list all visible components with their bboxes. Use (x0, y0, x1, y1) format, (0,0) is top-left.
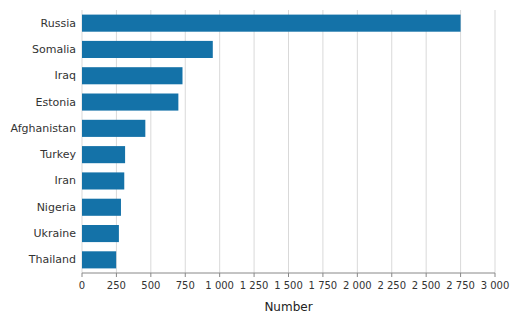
tick-label: 0 (79, 280, 85, 291)
category-label: Iran (55, 174, 77, 187)
tick-label: 750 (176, 280, 195, 291)
grid (82, 10, 495, 273)
grid-line (460, 10, 461, 273)
bars (82, 15, 461, 269)
grid-line (426, 10, 427, 273)
tick-label: 500 (141, 280, 160, 291)
tick-mark (391, 273, 392, 277)
bar (82, 199, 121, 216)
tick-mark (150, 273, 151, 277)
bar (82, 67, 182, 84)
tick-label: 2 000 (343, 280, 372, 291)
tick-mark (495, 273, 496, 277)
bar (82, 120, 145, 137)
bar (82, 251, 116, 268)
tick-mark (219, 273, 220, 277)
bar (82, 94, 178, 111)
tick-mark (116, 273, 117, 277)
bar (82, 225, 119, 242)
x-axis-label: Number (264, 300, 312, 314)
category-label: Ukraine (34, 227, 77, 240)
chart: 0 250 500 750 1 000 1 250 1 500 1 750 2 000 2 250… (0, 0, 511, 319)
x-axis: 0 250 500 750 1 000 1 250 1 500 1 750 2 000 2 250… (79, 273, 510, 291)
axis-line (82, 273, 495, 274)
grid-line (322, 10, 323, 273)
bar (82, 146, 125, 163)
tick-label: 1 750 (309, 280, 338, 291)
category-label: Somalia (32, 43, 76, 56)
tick-mark (288, 273, 289, 277)
tick-mark (460, 273, 461, 277)
tick-mark (185, 273, 186, 277)
grid-line (254, 10, 255, 273)
background (0, 0, 511, 319)
tick-label: 1 250 (240, 280, 269, 291)
tick-label: 3 000 (481, 280, 510, 291)
category-label: Thailand (28, 253, 76, 266)
tick-mark (82, 273, 83, 277)
tick-label: 1 000 (205, 280, 234, 291)
tick-mark (357, 273, 358, 277)
tick-label: 2 750 (446, 280, 475, 291)
bar (82, 41, 213, 58)
bar (82, 172, 124, 189)
grid-line (391, 10, 392, 273)
category-label: Russia (41, 17, 76, 30)
y-axis: Thailand Ukraine Nigeria Iran Turkey Afghanis… (11, 17, 77, 267)
chart-container: 0 250 500 750 1 000 1 250 1 500 1 750 2 000 2 250… (0, 0, 511, 319)
grid-line (219, 10, 220, 273)
grid-line (495, 10, 496, 273)
category-label: Turkey (39, 148, 76, 161)
bar (82, 15, 461, 32)
tick-mark (254, 273, 255, 277)
grid-line (357, 10, 358, 273)
grid-line (288, 10, 289, 273)
category-label: Afghanistan (11, 122, 77, 135)
category-label: Nigeria (37, 201, 76, 214)
tick-mark (426, 273, 427, 277)
category-label: Estonia (36, 96, 77, 109)
tick-label: 1 500 (274, 280, 303, 291)
category-label: Iraq (55, 69, 77, 82)
tick-label: 2 500 (412, 280, 441, 291)
tick-mark (322, 273, 323, 277)
tick-label: 2 250 (377, 280, 406, 291)
tick-label: 250 (107, 280, 126, 291)
